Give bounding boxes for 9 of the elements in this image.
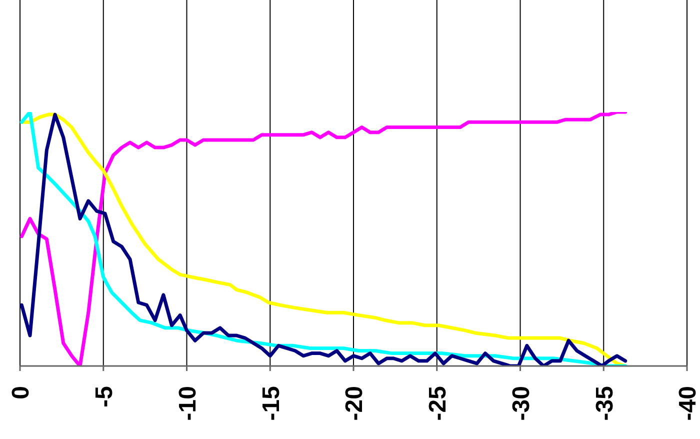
x-tick-label: -40 xyxy=(674,386,700,421)
x-tick-label: 0 xyxy=(8,386,35,400)
x-tick-label: -15 xyxy=(258,386,285,421)
x-tick-label: -10 xyxy=(174,386,202,421)
x-tick-label: -25 xyxy=(424,386,452,421)
x-tick-label: -30 xyxy=(508,386,535,421)
x-tick-label: -20 xyxy=(341,386,368,421)
x-tick-label: -35 xyxy=(591,386,618,421)
x-tick-label: -5 xyxy=(91,386,118,408)
